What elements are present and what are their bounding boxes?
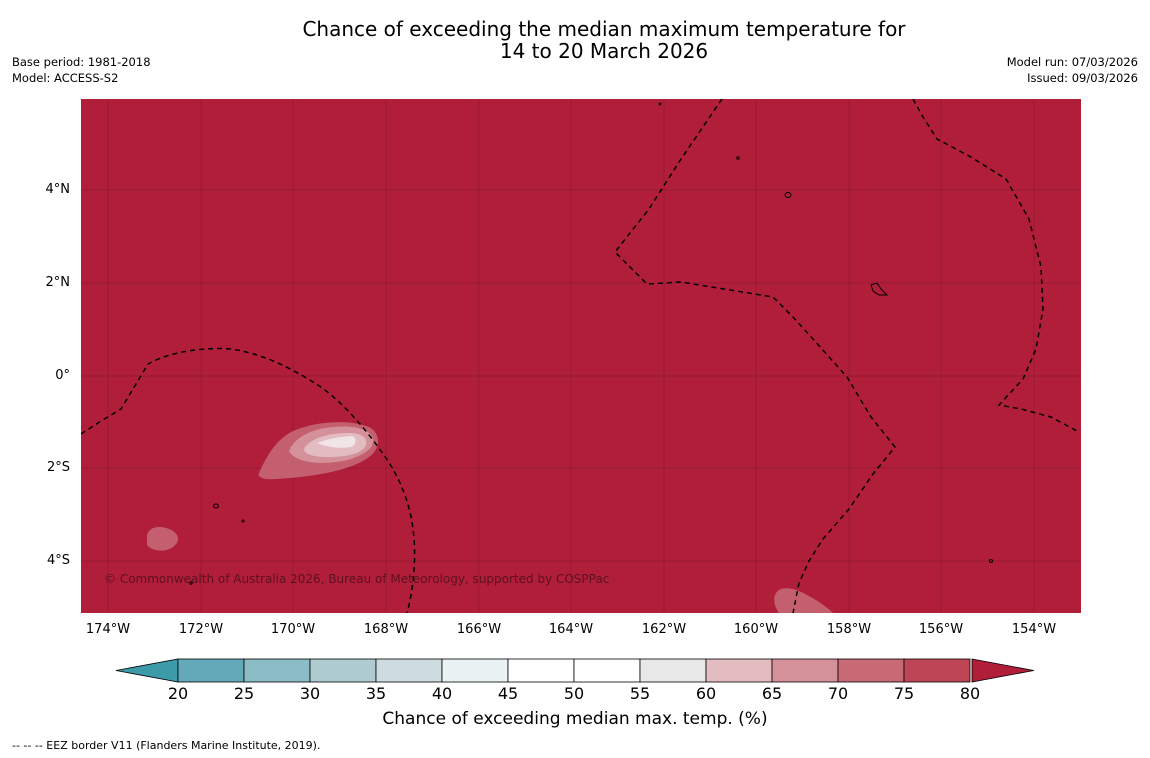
copyright-text: © Commonwealth of Australia 2026, Bureau…: [104, 572, 609, 586]
lon-label-160w: 160°W: [733, 622, 779, 637]
colorbar-segment: [705, 658, 773, 683]
cb-tick-50: 50: [563, 684, 585, 703]
cb-tick-75: 75: [893, 684, 915, 703]
islands: [189, 102, 993, 585]
island-3: [213, 503, 219, 509]
eez-border-east: [912, 99, 1078, 432]
colorbar-segment: [573, 658, 641, 683]
eez-legend-text: -- -- -- EEZ border V11 (Flanders Marine…: [12, 739, 321, 752]
lon-label-164w: 164°W: [548, 622, 594, 637]
lon-label-174w: 174°W: [85, 622, 131, 637]
meta-right: Model run: 07/03/2026 Issued: 09/03/2026: [1007, 54, 1138, 86]
colorbar-segment: [243, 658, 311, 683]
lat-label-4s: 4°S: [46, 553, 70, 568]
colorbar-segment: [309, 658, 377, 683]
lon-label-168w: 168°W: [363, 622, 409, 637]
colorbar-segment: [837, 658, 905, 683]
colorbar-segment: [375, 658, 443, 683]
cb-tick-40: 40: [431, 684, 453, 703]
cb-tick-30: 30: [299, 684, 321, 703]
cb-tick-35: 35: [365, 684, 387, 703]
island-1: [784, 192, 792, 198]
cb-tick-65: 65: [761, 684, 783, 703]
colorbar-segment: [507, 658, 575, 683]
contour-70-blob-southwest: [147, 527, 178, 551]
cb-tick-70: 70: [827, 684, 849, 703]
island-7: [989, 559, 993, 563]
cb-tick-55: 55: [629, 684, 651, 703]
lon-label-170w: 170°W: [270, 622, 316, 637]
map-gridlines: [81, 99, 1081, 613]
base-period-text: Base period: 1981-2018: [12, 55, 151, 69]
lat-label-2n: 2°N: [45, 275, 71, 290]
issued-date-text: Issued: 09/03/2026: [1027, 71, 1138, 85]
meta-left: Base period: 1981-2018 Model: ACCESS-S2: [12, 54, 151, 86]
island-8: [658, 102, 662, 106]
island-5: [241, 519, 245, 523]
colorbar-under-triangle: [115, 658, 179, 683]
cb-tick-45: 45: [497, 684, 519, 703]
colorbar-segment: [639, 658, 707, 683]
colorbar: [115, 658, 1035, 683]
map-title-line2: 14 to 20 March 2026: [499, 39, 709, 63]
colorbar-segment: [177, 658, 245, 683]
lat-label-4n: 4°N: [45, 182, 71, 197]
lon-label-172w: 172°W: [178, 622, 224, 637]
island-4: [736, 156, 740, 160]
colorbar-segments: [177, 658, 971, 683]
model-run-text: Model run: 07/03/2026: [1006, 55, 1138, 69]
colorbar-over-triangle: [971, 658, 1035, 683]
map-title: Chance of exceeding the median maximum t…: [0, 18, 1150, 62]
colorbar-segment: [903, 658, 971, 683]
island-2: [870, 282, 889, 296]
forecast-map: © Commonwealth of Australia 2026, Bureau…: [81, 99, 1081, 613]
lon-label-154w: 154°W: [1011, 622, 1057, 637]
island-6: [189, 581, 193, 585]
lat-label-2s: 2°S: [46, 460, 70, 475]
colorbar-segment: [771, 658, 839, 683]
lon-label-158w: 158°W: [826, 622, 872, 637]
map-background: [81, 99, 1081, 613]
contour-70-blob-southeast: [774, 588, 833, 613]
cb-tick-60: 60: [695, 684, 717, 703]
model-name-text: Model: ACCESS-S2: [12, 71, 119, 85]
lon-label-156w: 156°W: [918, 622, 964, 637]
eez-border-west: [81, 347, 416, 613]
colorbar-label: Chance of exceeding median max. temp. (%…: [382, 709, 768, 729]
lon-label-162w: 162°W: [641, 622, 687, 637]
colorbar-segment: [441, 658, 509, 683]
probability-contours: [147, 422, 833, 613]
contour-55-blob-central: [317, 436, 356, 448]
eez-borders: [81, 99, 1078, 613]
cb-tick-80: 80: [959, 684, 981, 703]
map-title-line1: Chance of exceeding the median maximum t…: [302, 17, 906, 41]
eez-border-central: [613, 99, 896, 613]
cb-tick-25: 25: [233, 684, 255, 703]
lat-label-0: 0°: [55, 368, 70, 383]
cb-tick-20: 20: [167, 684, 189, 703]
lon-label-166w: 166°W: [456, 622, 502, 637]
